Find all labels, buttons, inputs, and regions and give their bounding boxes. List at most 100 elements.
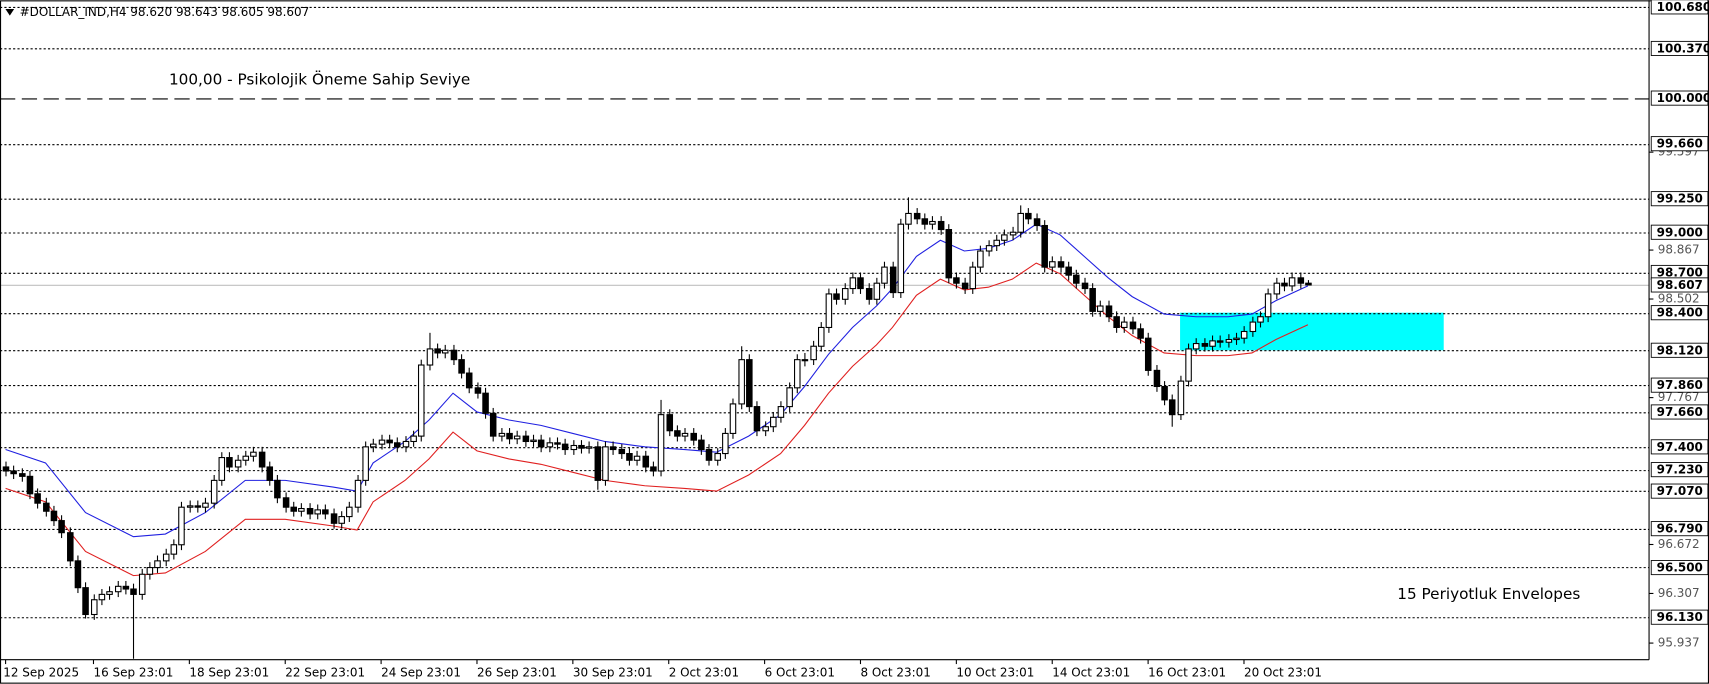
candle-body xyxy=(250,451,257,457)
candle-body xyxy=(242,455,250,461)
candle-body xyxy=(258,451,266,468)
level-label: 97.660 xyxy=(1657,405,1703,419)
candle-body xyxy=(849,277,857,290)
candle-body xyxy=(522,435,530,443)
candle-body xyxy=(306,507,314,515)
level-label-box xyxy=(1650,224,1709,240)
level-label: 97.230 xyxy=(1657,463,1703,477)
candle-body xyxy=(913,212,921,220)
candle-body xyxy=(810,345,817,361)
candle-body xyxy=(681,432,689,437)
candle-body xyxy=(961,282,969,290)
candle-body xyxy=(729,403,737,434)
candle-body xyxy=(450,349,458,361)
level-label-box xyxy=(1650,191,1709,207)
candle-body xyxy=(74,560,82,589)
candle-body xyxy=(825,293,833,329)
candle-body xyxy=(570,444,578,451)
envelope-line xyxy=(5,223,1309,538)
candle-body xyxy=(738,359,745,405)
x-tick-label: 10 Oct 23:01 xyxy=(956,665,1034,679)
candle-body xyxy=(857,277,864,290)
level-label-box xyxy=(1650,90,1709,106)
level-label-box xyxy=(1650,305,1709,321)
x-tick-label: 26 Sep 23:01 xyxy=(477,665,557,679)
candle-body xyxy=(602,446,609,481)
x-tick-label: 8 Oct 23:01 xyxy=(860,665,930,679)
candle-body xyxy=(1273,282,1281,295)
candle-body xyxy=(1177,380,1185,416)
candle-body xyxy=(1257,316,1264,323)
plot-area xyxy=(0,6,1650,659)
candle-body xyxy=(130,588,137,595)
candle-body xyxy=(626,453,633,461)
candle-body xyxy=(1305,282,1312,286)
candle-body xyxy=(698,439,705,451)
candle-body xyxy=(378,439,386,445)
menu-triangle xyxy=(5,9,15,16)
candle-body xyxy=(817,326,825,347)
candle-body xyxy=(394,442,401,448)
candle-body xyxy=(1225,338,1233,343)
candle-body xyxy=(34,493,41,504)
y-tick-label: 96.307 xyxy=(1658,586,1700,600)
candle-body xyxy=(58,520,65,534)
x-tick-label: 14 Oct 23:01 xyxy=(1052,665,1130,679)
candle-body xyxy=(537,439,545,448)
candle-body xyxy=(1065,266,1072,276)
candle-body xyxy=(178,506,185,546)
candle-body xyxy=(1041,224,1048,268)
candle-body xyxy=(618,448,626,455)
candle-body xyxy=(218,457,226,481)
x-tick-label: 12 Sep 2025 xyxy=(3,665,79,679)
candle-body xyxy=(162,553,170,562)
candle-body xyxy=(1297,277,1305,284)
candle-body xyxy=(434,348,441,354)
level-label: 100.000 xyxy=(1657,91,1709,105)
level-label: 99.660 xyxy=(1657,137,1703,151)
candle-body xyxy=(354,479,362,508)
candle-body xyxy=(578,444,585,449)
x-tick-label: 16 Sep 23:01 xyxy=(93,665,173,679)
candle-body xyxy=(650,466,657,472)
candle-body xyxy=(786,387,793,408)
candle-body xyxy=(969,266,977,290)
candle-body xyxy=(674,430,681,437)
x-tick-label: 16 Oct 23:01 xyxy=(1148,665,1226,679)
candle-body xyxy=(1249,321,1257,333)
level-label: 99.000 xyxy=(1657,225,1703,239)
x-tick-label: 24 Sep 23:01 xyxy=(381,665,461,679)
x-tick-label: 20 Oct 23:01 xyxy=(1244,665,1322,679)
candle-body xyxy=(194,505,202,508)
candle-body xyxy=(1033,218,1041,227)
candle-body xyxy=(585,446,593,449)
level-label: 98.400 xyxy=(1657,306,1703,320)
candle-body xyxy=(1097,305,1104,312)
x-tick-label: 18 Sep 23:01 xyxy=(189,665,269,679)
candle-body xyxy=(426,348,434,366)
candle-body xyxy=(346,506,353,518)
y-tick-label: 97.767 xyxy=(1658,390,1700,404)
candle-body xyxy=(202,502,209,508)
level-label-box xyxy=(1650,136,1709,152)
level-label: 100.370 xyxy=(1657,42,1709,56)
candle-body xyxy=(474,387,482,394)
candle-body xyxy=(106,591,113,595)
candle-body xyxy=(977,250,984,268)
chart-title: #DOLLAR_IND,H4 98.620 98.643 98.605 98.6… xyxy=(20,5,310,19)
candle-body xyxy=(386,439,393,444)
candle-body xyxy=(513,435,521,440)
candle-body xyxy=(1137,328,1144,339)
candle-body xyxy=(873,282,881,300)
y-tick-label: 98.502 xyxy=(1658,292,1700,306)
level-label: 99.250 xyxy=(1657,192,1703,206)
candle-body xyxy=(1264,293,1272,318)
candle-body xyxy=(705,448,713,461)
candle-body xyxy=(642,455,650,468)
candle-body xyxy=(1001,234,1008,241)
candle-body xyxy=(1144,337,1152,371)
candle-body xyxy=(67,532,74,562)
y-tick-label: 96.672 xyxy=(1658,537,1700,551)
level-label: 96.790 xyxy=(1657,522,1703,536)
